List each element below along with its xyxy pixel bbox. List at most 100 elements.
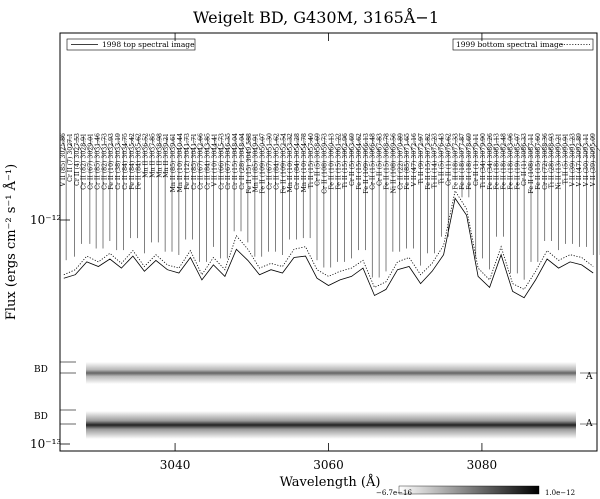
line-id-label: V II (39) 3095.09 [590,133,597,188]
line-id-marker [530,136,539,262]
line-id-marker [358,136,366,251]
chart-title: Weigelt BD, G430M, 3165Å−1 [193,7,439,27]
line-id-marker [558,136,566,244]
line-id-label: Fe II (15) 3061.22 [335,133,342,190]
line-id-marker [117,136,124,251]
line-id-label: Cr II (84) 3034.75 [122,133,129,190]
line-id-marker [179,136,187,240]
line-id-label: Cr II (7) 3027.1 [67,133,74,182]
colorbar-max-label: 1.0e−12 [545,489,575,497]
line-id-label: Cr II (82) 3028.91 [81,133,88,190]
line-id-marker [172,136,180,255]
line-id-label: Fe II (15) 3068.78 [384,133,391,190]
line-id-label: Fe II (10) 3032.93 [108,133,115,190]
line-id-marker [186,136,193,240]
line-id-label: Fe II (18) 3081.13 [494,133,501,190]
line-id-marker [441,136,449,237]
line-id-marker [413,136,421,266]
y-tick-label-1e-12: 10⁻¹² [30,213,61,227]
line-id-label: Mn II 3038.98 [156,133,163,178]
line-id-label: Fe II (18) 3082.48 [501,133,508,190]
line-id-label: Fe II (85) 3071.65 [404,133,411,190]
line-id-marker [159,136,166,252]
legend-box-1998 [66,38,196,51]
x-axis-ticks: 3040 3060 3080 [160,33,497,472]
line-id-label: Cr II (84) 3054.28 [294,133,301,190]
plot-frame [59,32,598,452]
line-id-marker [517,136,525,280]
line-id-marker [351,136,359,251]
line-id-marker [406,136,414,249]
line-identifications: V II (85) 3025.86 Cr II (7) 3027.1 Cr II (… [60,133,600,280]
line-id-label: Mn II 3037.85 [150,133,157,178]
legend-label-1998: 1998 top spectral image [102,40,195,49]
line-id-label: V II (39) 3091.23 [569,133,576,188]
line-id-marker [585,136,594,255]
line-id-label: Ti II (28) 3088.93 [549,133,556,188]
line-id-label: Cr II (4) 3027.53 [74,133,81,186]
line-id-marker [317,136,325,268]
spectral-strips: BD BD A A [34,361,597,439]
line-id-label: Cr II (84) 3043.85 [205,133,212,190]
y-axis-ticks: 10⁻¹² 10⁻¹³ [30,213,70,451]
line-id-marker [386,136,394,252]
line-id-marker [269,136,276,252]
line-id-label: Cr II (5) 3058.69 [315,133,322,186]
line-id-marker [152,136,159,243]
line-id-label: Cr II (84) 3051.62 [273,133,280,190]
line-id-label: Cr II (85) 3041.71 [191,133,198,190]
line-id-marker [331,136,338,262]
line-id-label: Ni II (13) 3090.21 [556,133,563,190]
line-id-marker [234,136,242,232]
legend-label-1999: 1999 bottom spectral image [456,40,564,49]
line-id-marker [372,136,380,278]
line-id-marker [592,136,600,255]
line-id-label: Ti II (15) 3057.40 [308,133,315,188]
line-id-label: Ni II (108) 3069.56 [390,133,397,193]
line-id-marker [379,136,387,272]
line-id-marker [124,136,131,239]
line-id-marker [90,136,97,249]
line-id-label: Mn II 3036.52 [143,133,150,178]
line-id-marker [551,136,559,251]
line-id-label: Fe II (18) 3078.69 [466,133,473,190]
line-id-label: Fe II (19) 3085.07 [514,133,521,190]
line-id-marker [241,136,249,243]
line-id-marker [310,136,318,261]
x-tick-label: 3080 [467,458,498,472]
line-id-marker [544,136,552,241]
line-id-label: Mn II (85) 3049.91 [253,133,260,192]
line-id-marker [365,136,373,278]
line-id-label: Fe II (18) 3083.06 [507,133,514,190]
line-id-label: V II (85) 3025.86 [60,133,67,188]
line-id-label: Mn II 3039.21 [163,133,170,178]
line-id-marker [400,136,407,249]
line-id-label: Fe II (84) 3035.62 [136,133,143,190]
line-id-label: V II (47) 3072.16 [411,133,418,188]
line-id-marker [248,136,256,257]
legend: 1998 top spectral image 1999 bottom spec… [66,38,594,51]
line-id-label: Fe II (84) 3035.42 [129,133,136,190]
line-id-label: Mn II (10) 3054.78 [301,133,308,192]
line-id-label: V II (47) 3092.89 [576,133,583,188]
line-id-marker [110,136,118,251]
line-id-marker [221,136,228,259]
line-id-label: Cr II (66) 3045.73 [218,133,225,190]
strip-1-left-label: BD [34,365,48,375]
spectral-strip-2 [86,411,576,439]
line-id-label: Ti II (5) 3076.43 [439,133,446,184]
line-id-label: Ti II (9) 3072.97 [418,133,425,184]
line-id-label: Cr II (72) 3088.36 [542,133,549,190]
line-id-label: Fe II (34) 3080.26 [487,133,494,190]
line-id-marker [565,136,573,244]
line-id-marker [434,136,442,237]
line-id-label: Fe II (109) 3052.54 [280,133,287,194]
line-id-label: Cr II (67) 3029.01 [88,133,95,190]
line-id-marker [97,136,104,249]
line-id-label: Mn II (85) 3039.61 [170,133,177,192]
line-id-marker [303,136,311,239]
line-id-label: Cr II (82) 3031.73 [101,133,108,190]
x-tick-label: 3060 [313,458,344,472]
strip-1-right-label: A [585,372,593,382]
